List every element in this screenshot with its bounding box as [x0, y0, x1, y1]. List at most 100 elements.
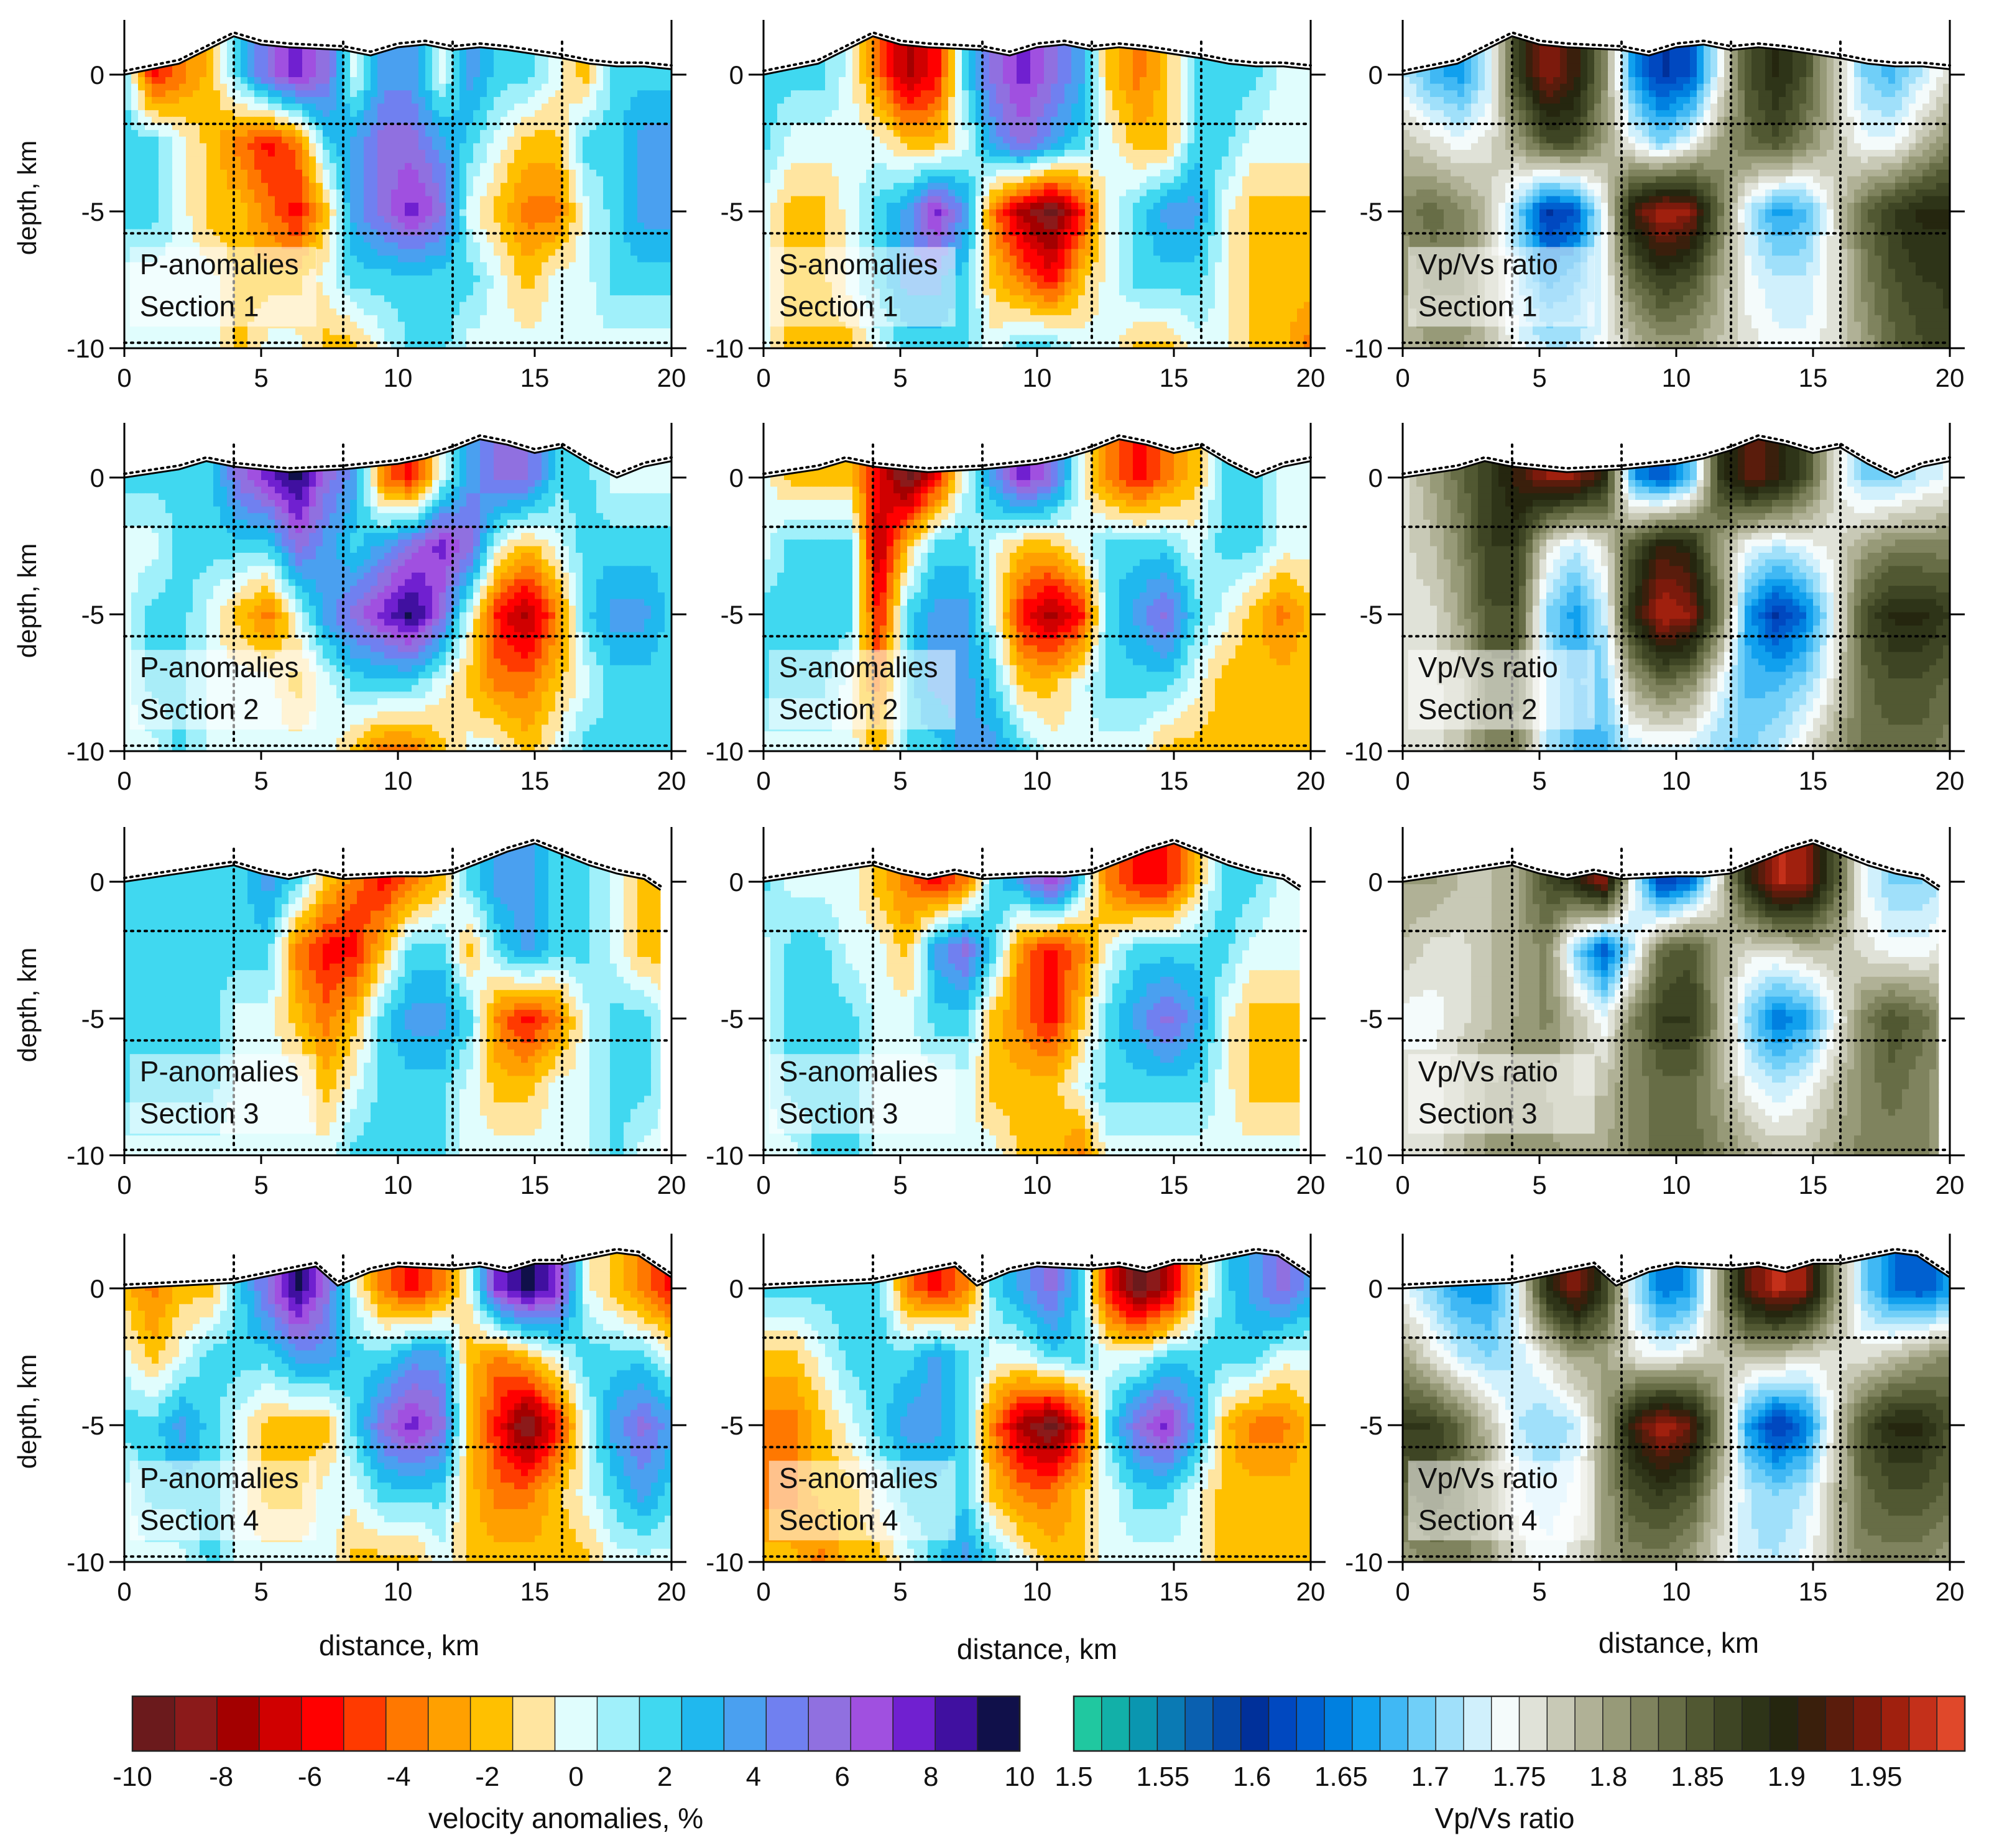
- field-cell: [962, 77, 969, 85]
- field-cell: [630, 308, 638, 316]
- field-cell: [371, 249, 378, 256]
- field-cell: [336, 96, 344, 104]
- field-cell: [624, 341, 631, 349]
- field-cell: [1078, 50, 1086, 58]
- field-cell: [439, 275, 446, 283]
- field-cell: [777, 83, 785, 91]
- field-cell: [969, 116, 976, 124]
- field-cell: [583, 189, 590, 197]
- field-cell: [1023, 77, 1031, 85]
- field-cell: [528, 130, 535, 137]
- field-cell: [453, 83, 460, 91]
- field-cell: [159, 203, 166, 210]
- field-cell: [165, 83, 173, 91]
- field-cell: [825, 96, 833, 104]
- field-cell: [596, 110, 604, 118]
- field-cell: [186, 130, 193, 137]
- field-cell: [165, 169, 173, 177]
- field-cell: [425, 116, 433, 124]
- field-cell: [1229, 63, 1236, 72]
- field-cell: [302, 143, 310, 150]
- field-cell: [617, 302, 624, 309]
- field-cell: [384, 136, 392, 144]
- field-cell: [145, 116, 152, 124]
- field-cell: [562, 83, 570, 91]
- field-cell: [364, 196, 371, 203]
- field-cell: [617, 63, 624, 72]
- field-cell: [962, 96, 969, 104]
- field-cell: [254, 156, 262, 164]
- field-cell: [1188, 116, 1195, 124]
- field-cell: [227, 143, 234, 150]
- field-cell: [336, 169, 344, 177]
- field-cell: [179, 209, 187, 217]
- field-cell: [309, 341, 316, 349]
- field-cell: [1270, 96, 1277, 104]
- field-cell: [459, 242, 467, 250]
- field-cell: [200, 242, 207, 250]
- field-cell: [124, 183, 132, 190]
- field-cell: [343, 321, 351, 329]
- field-cell: [466, 90, 474, 98]
- field-cell: [288, 183, 296, 190]
- field-cell: [900, 44, 908, 52]
- field-cell: [459, 282, 467, 290]
- field-cell: [955, 57, 962, 65]
- field-cell: [583, 236, 590, 243]
- field-cell: [542, 302, 549, 309]
- field-cell: [227, 335, 234, 343]
- field-cell: [124, 196, 132, 203]
- field-cell: [282, 90, 289, 98]
- field-cell: [220, 63, 228, 72]
- field-cell: [124, 110, 132, 118]
- field-cell: [193, 242, 200, 250]
- field-cell: [569, 196, 576, 203]
- field-cell: [535, 242, 542, 250]
- field-cell: [535, 103, 542, 111]
- field-cell: [398, 328, 405, 336]
- field-cell: [398, 236, 405, 243]
- field-cell: [330, 189, 337, 197]
- field-cell: [418, 328, 426, 336]
- field-cell: [501, 169, 508, 177]
- field-cell: [651, 321, 658, 329]
- field-cell: [907, 50, 915, 58]
- field-cell: [487, 249, 494, 256]
- field-cell: [206, 110, 214, 118]
- field-cell: [487, 150, 494, 157]
- field-cell: [343, 335, 351, 343]
- field-cell: [227, 63, 234, 72]
- field-cell: [665, 222, 671, 230]
- field-cell: [637, 83, 645, 91]
- field-cell: [658, 222, 665, 230]
- field-cell: [1058, 103, 1065, 111]
- field-cell: [439, 236, 446, 243]
- field-cell: [1071, 83, 1079, 91]
- field-cell: [818, 103, 826, 111]
- field-cell: [480, 116, 487, 124]
- field-cell: [213, 96, 221, 104]
- field-cell: [275, 169, 282, 177]
- field-cell: [928, 103, 935, 111]
- field-cell: [439, 83, 446, 91]
- field-cell: [617, 209, 624, 217]
- field-cell: [583, 176, 590, 183]
- field-cell: [555, 209, 563, 217]
- field-cell: [791, 90, 798, 98]
- field-cell: [302, 36, 310, 39]
- field-cell: [268, 229, 275, 237]
- field-cell: [282, 222, 289, 230]
- field-cell: [487, 143, 494, 150]
- field-cell: [425, 189, 433, 197]
- field-cell: [880, 103, 887, 111]
- field-cell: [1256, 36, 1263, 39]
- field-cell: [651, 196, 658, 203]
- field-cell: [364, 289, 371, 296]
- field-cell: [866, 70, 874, 78]
- field-cell: [453, 77, 460, 85]
- field-cell: [459, 90, 467, 98]
- field-cell: [1092, 70, 1099, 78]
- field-cell: [343, 262, 351, 270]
- field-cell: [624, 77, 631, 85]
- field-cell: [412, 183, 419, 190]
